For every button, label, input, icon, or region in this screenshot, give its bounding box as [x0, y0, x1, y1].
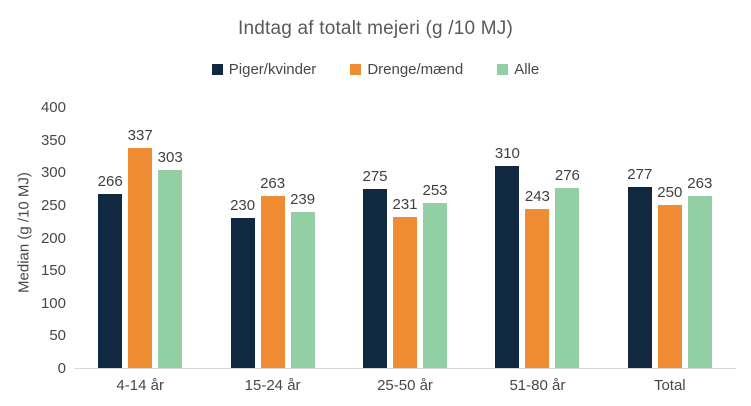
bar-15-24 år-Alle [290, 212, 315, 368]
bar-4-14 år-Alle [158, 170, 183, 368]
data-label: 250 [657, 184, 683, 201]
x-axis-label: 15-24 år [244, 377, 301, 394]
bar-4-14 år-Piger/kvinder [98, 194, 123, 368]
x-axis-label: 51-80 år [509, 377, 566, 394]
bar-4-14 år-Drenge/mænd [128, 148, 153, 368]
y-tick-label: 250 [40, 196, 66, 214]
data-label: 277 [627, 166, 653, 183]
x-axis-label: Total [653, 377, 686, 394]
bar-25-50 år-Alle [423, 203, 447, 368]
legend-item-3: Alle [497, 61, 539, 78]
data-label: 263 [260, 175, 286, 192]
y-tick-label: 400 [40, 99, 66, 116]
y-tick-label: 50 [49, 327, 66, 345]
legend-swatch-icon [211, 64, 223, 75]
bar-Total-Alle [687, 196, 712, 368]
data-label: 243 [524, 188, 550, 205]
x-axis-label: 25-50 år [377, 377, 433, 394]
y-tick-label: 0 [57, 360, 66, 377]
bar-51-80 år-Alle [555, 188, 580, 368]
legend-swatch-icon [350, 64, 362, 75]
x-axis-label: 4-14 år [116, 377, 164, 394]
bar-Total-Drenge/mænd [657, 205, 682, 368]
bar-25-50 år-Piger/kvinder [363, 189, 387, 368]
y-tick-label: 150 [40, 262, 66, 280]
y-tick-label: 350 [40, 131, 66, 149]
legend-label: Piger/kvinder [228, 61, 317, 78]
data-label: 253 [422, 182, 448, 199]
bar-15-24 år-Drenge/mænd [260, 196, 285, 368]
legend-label: Drenge/mænd [367, 61, 464, 78]
chart-legend: Piger/kvinder Drenge/mænd Alle [0, 61, 751, 78]
y-tick-label: 100 [40, 294, 66, 312]
data-label: 303 [157, 149, 183, 166]
legend-item-2: Drenge/mænd [350, 61, 463, 78]
bar-51-80 år-Drenge/mænd [525, 209, 550, 368]
bar-25-50 år-Drenge/mænd [393, 217, 417, 368]
plot-area: 266 337 303 230 263 239 275 231 253 310 243 276 277 2… [74, 107, 736, 369]
data-label: 275 [362, 168, 388, 185]
data-label: 230 [230, 197, 256, 214]
legend-label: Alle [514, 61, 540, 78]
data-label: 310 [494, 145, 520, 162]
legend-swatch-icon [497, 64, 509, 75]
chart-title: Indtag af totalt mejeri (g /10 MJ) [237, 18, 514, 39]
data-label: 231 [392, 196, 418, 213]
bar-51-80 år-Piger/kvinder [495, 166, 520, 368]
data-label: 276 [554, 167, 580, 184]
bar-Total-Piger/kvinder [627, 187, 652, 368]
data-label: 239 [290, 191, 316, 208]
data-label: 266 [97, 173, 123, 190]
y-tick-label: 300 [40, 164, 66, 182]
legend-item-1: Piger/kvinder [211, 61, 317, 78]
data-label: 263 [687, 175, 713, 192]
data-label: 337 [127, 127, 153, 144]
bar-15-24 år-Piger/kvinder [230, 218, 255, 368]
y-tick-label: 200 [40, 229, 66, 247]
